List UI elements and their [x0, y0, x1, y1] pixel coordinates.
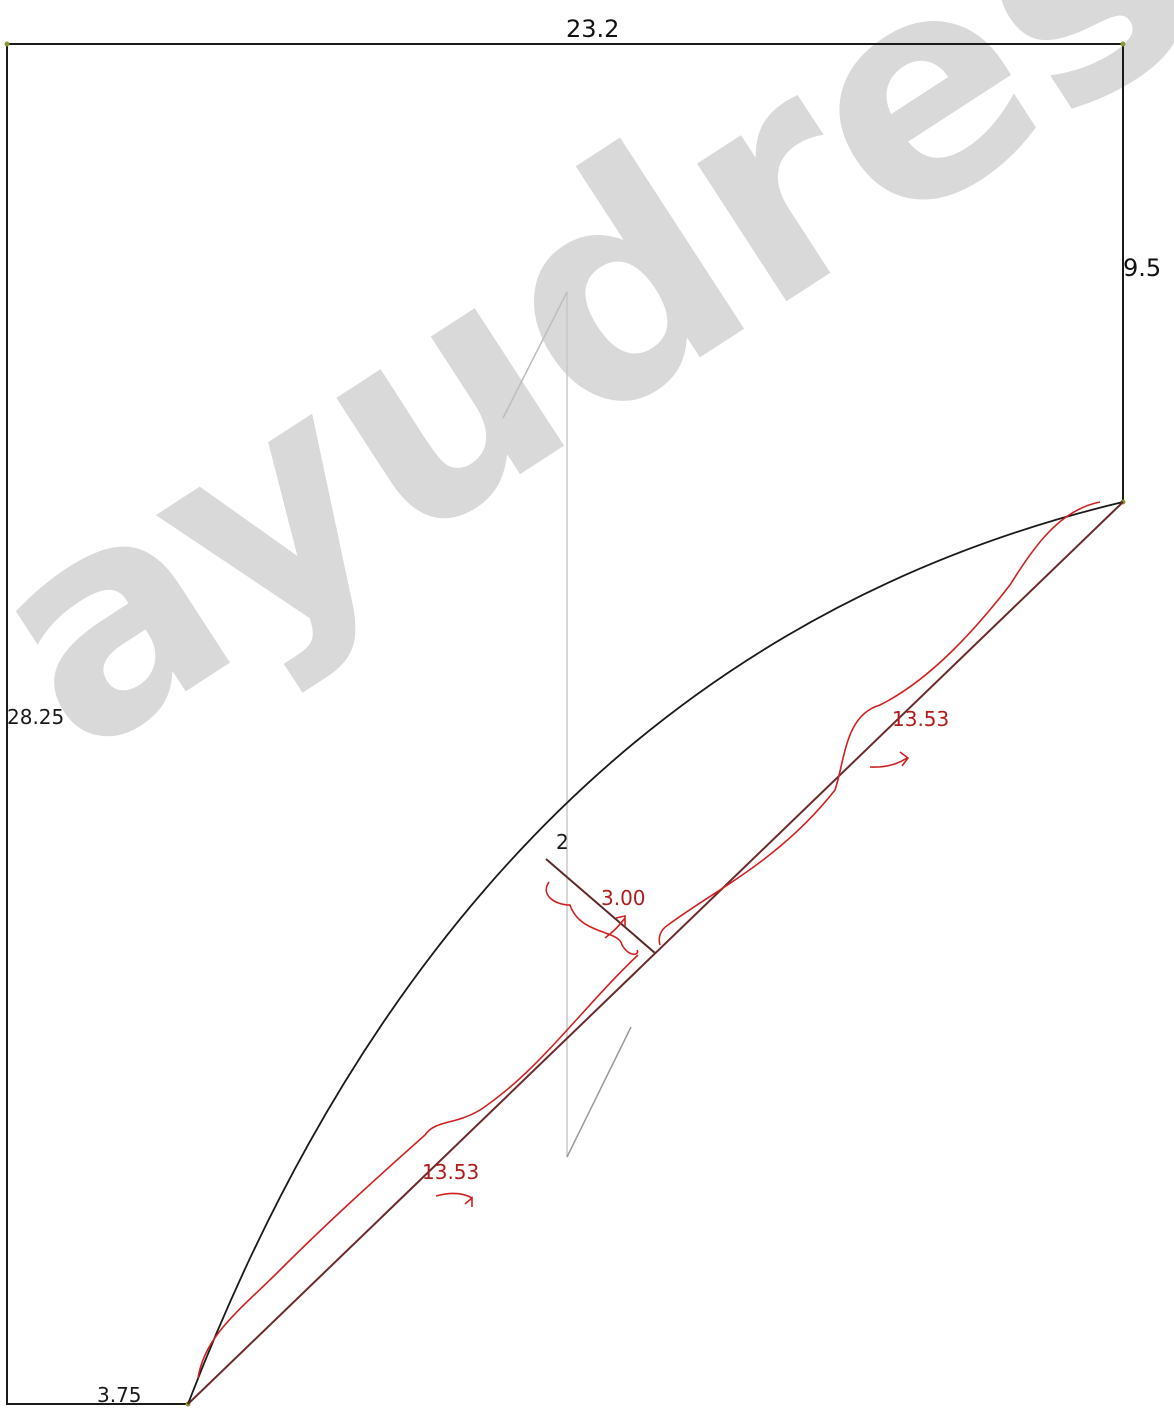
- depth-measure-line: [545, 858, 656, 954]
- upper-segment-label: 13.53: [892, 707, 949, 731]
- upper-rotate-arrow-icon: [869, 751, 910, 768]
- upper-segment-curve: [658, 501, 1101, 946]
- left-height-label: 28.25: [7, 705, 64, 729]
- bottom-width-label: 3.75: [97, 1383, 142, 1407]
- depth-arrow-icon: [604, 915, 626, 939]
- lower-grain-arrow-line: [566, 1026, 632, 1158]
- upper-grain-arrow-line: [502, 291, 568, 419]
- depth-value-label: 3.00: [601, 886, 646, 910]
- curved-hem-line: [187, 501, 1124, 1405]
- lower-segment-curve: [197, 954, 639, 1379]
- corner-point-top-left: [4, 41, 10, 47]
- lower-rotate-arrow-icon: [435, 1192, 473, 1207]
- right-drop-label: 9.5: [1123, 254, 1161, 282]
- diagonal-line: [187, 501, 1124, 1405]
- center-mark-label: 2: [556, 830, 569, 854]
- watermark-text: ayudress.in: [0, 0, 1174, 820]
- corner-point-top-right: [1120, 41, 1126, 47]
- watermark: ayudress.in: [0, 0, 1174, 820]
- depth-bracket-curve: [545, 881, 639, 956]
- lower-segment-label: 13.53: [422, 1160, 479, 1184]
- top-width-label: 23.2: [566, 15, 619, 43]
